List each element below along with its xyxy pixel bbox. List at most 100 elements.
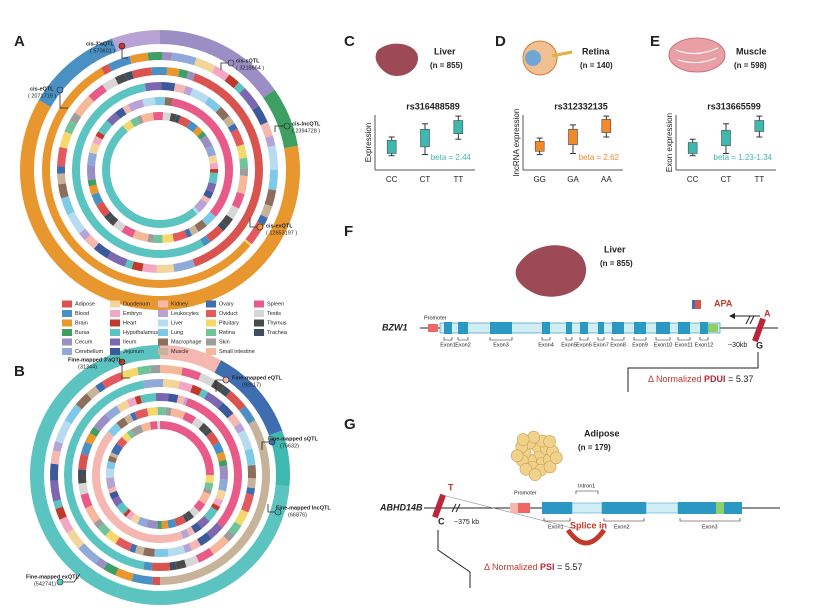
ring-segment xyxy=(180,528,190,539)
ring-segment xyxy=(169,113,177,123)
annotation-label: cis-eQTL xyxy=(30,86,54,92)
legend-swatch xyxy=(110,319,120,327)
ring-segment xyxy=(204,391,223,409)
liver-icon xyxy=(515,245,587,297)
snp xyxy=(432,493,446,519)
legend-swatch xyxy=(254,300,264,308)
bracket xyxy=(489,337,513,341)
ring-segment xyxy=(92,135,103,146)
ring-segment xyxy=(80,441,93,456)
ring-segment xyxy=(205,475,214,484)
tissue-name: Liver xyxy=(604,244,626,254)
ring-segment xyxy=(136,115,144,125)
y-axis-label: Expression xyxy=(364,123,373,163)
ring-segment xyxy=(101,63,112,75)
exon xyxy=(490,322,512,334)
leader xyxy=(249,218,258,228)
bracket xyxy=(597,337,605,341)
annotation-count: ( 12653197 ) xyxy=(266,230,297,236)
ring-segment xyxy=(199,135,213,149)
ring-segment xyxy=(131,573,153,585)
ring-segment xyxy=(161,82,176,92)
fat-cell xyxy=(543,435,556,448)
ring-segment xyxy=(205,145,217,158)
ring-segment xyxy=(50,450,61,465)
legend-label: Cecum xyxy=(75,339,93,345)
ring-segment xyxy=(109,490,120,500)
ring-segment xyxy=(88,184,99,195)
annotation-count: ( 2394728 ) xyxy=(292,128,320,134)
ring-segment xyxy=(174,114,181,124)
stat-name: PSI xyxy=(540,562,555,572)
legend-label: Pituitary xyxy=(219,320,239,326)
ring-segment xyxy=(19,100,300,310)
box xyxy=(534,141,545,152)
ring-segment xyxy=(84,234,99,249)
exon-label: Exon6 xyxy=(576,342,592,348)
ring-segment xyxy=(244,239,252,246)
ref-allele: G xyxy=(756,340,763,350)
distance: ~30kb xyxy=(728,342,747,349)
ring-segment xyxy=(122,120,135,132)
ring-segment xyxy=(91,431,184,543)
box xyxy=(687,142,698,154)
ring-segment xyxy=(198,388,208,399)
bracket xyxy=(541,337,551,341)
fat-cell xyxy=(528,468,542,481)
ring-segment xyxy=(93,518,105,529)
ring-segment xyxy=(87,152,97,166)
ring-segment xyxy=(129,52,149,64)
sample-size: (n = 179) xyxy=(578,443,611,452)
legend-label: Jejunum xyxy=(123,349,144,355)
leader xyxy=(220,62,229,70)
ring-segment xyxy=(182,513,190,523)
ring-segment xyxy=(149,421,158,430)
ring-segment xyxy=(200,235,211,247)
ring-segment xyxy=(257,214,268,226)
ring-segment xyxy=(188,225,199,236)
ring-segment xyxy=(57,173,66,185)
utr xyxy=(716,502,724,514)
ring-segment xyxy=(127,99,145,112)
marker xyxy=(227,59,235,67)
ring-segment xyxy=(142,263,157,273)
ring-segment xyxy=(116,502,129,515)
annotations-b xyxy=(62,364,276,583)
exon xyxy=(598,322,604,334)
tissue-name: Adipose xyxy=(584,428,620,438)
ring-segment xyxy=(198,491,211,505)
ring-segment xyxy=(143,379,164,389)
ring-segment xyxy=(150,365,160,374)
ring-segment xyxy=(80,492,93,509)
muscle-icon xyxy=(668,37,726,73)
ring-segment xyxy=(227,123,238,133)
leader xyxy=(62,573,81,583)
ring-segment xyxy=(137,365,152,376)
exon-label: Exon3 xyxy=(702,524,718,530)
legend-swatch xyxy=(62,319,72,327)
legend-swatch xyxy=(110,310,120,317)
legend-label: Embryo xyxy=(123,311,142,317)
ring-segment xyxy=(178,68,189,79)
ring-segment xyxy=(137,516,149,528)
box xyxy=(754,120,765,132)
bracket xyxy=(655,337,671,341)
ring-segment xyxy=(78,475,87,484)
ring-segment xyxy=(177,115,191,128)
stat-name: PDUI xyxy=(704,374,726,384)
exon-label: Exon5 xyxy=(561,342,577,348)
ring-segment xyxy=(103,562,119,576)
tissue-name: Retina xyxy=(582,46,611,56)
annotation: beta = 1.23-1.34 xyxy=(714,153,773,162)
ring-segment xyxy=(260,203,273,218)
ring-segment xyxy=(161,520,169,529)
ring-segment xyxy=(185,397,242,528)
ring-segment xyxy=(224,74,239,89)
panel-label: G xyxy=(344,416,356,433)
ring-segment xyxy=(233,422,245,434)
legend-swatch xyxy=(158,300,168,308)
ring-segment xyxy=(226,205,240,220)
exon-label: Exon11 xyxy=(675,342,693,348)
exon xyxy=(678,502,742,514)
ring-segment xyxy=(157,421,160,430)
